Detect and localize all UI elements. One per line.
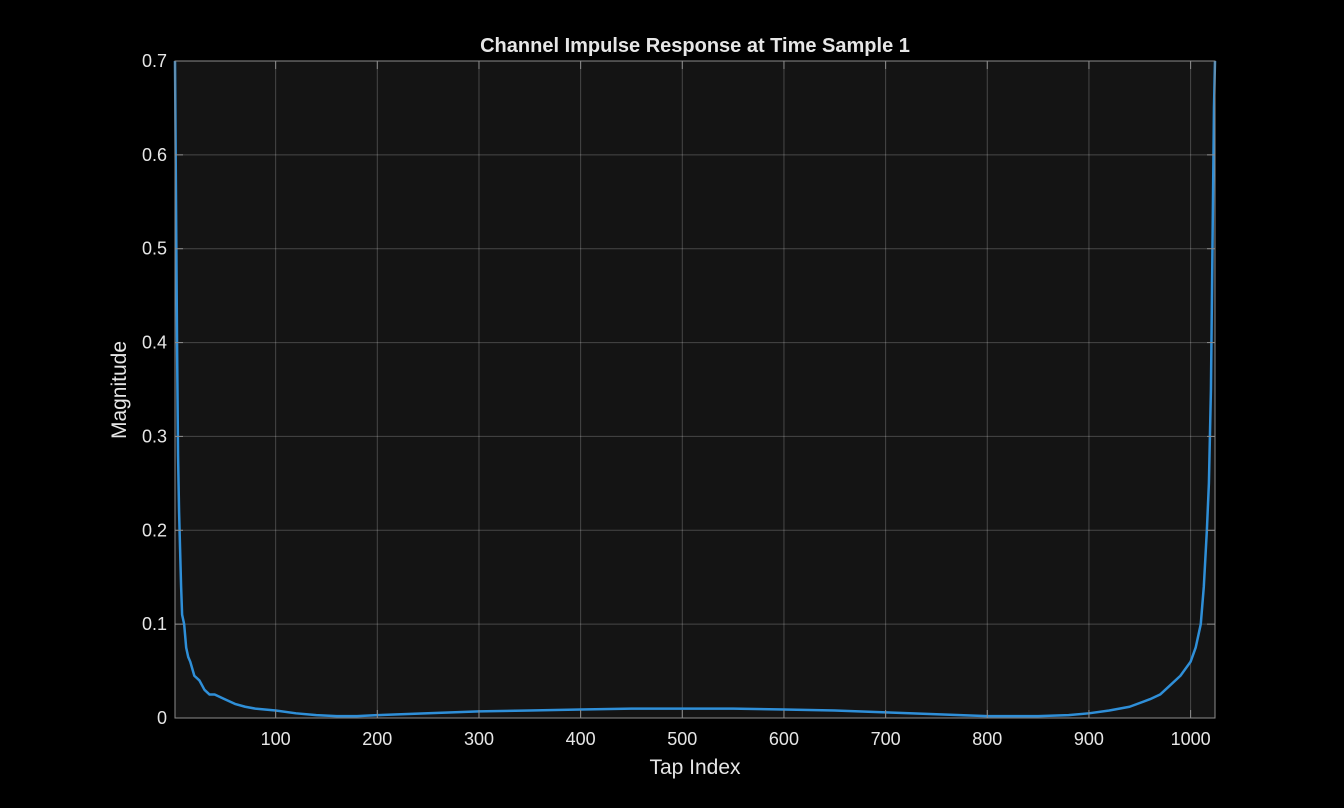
plot-area: [175, 61, 1215, 718]
x-tick-label: 600: [769, 729, 799, 749]
plot-border: [174, 60, 1216, 719]
x-tick-label: 200: [362, 729, 392, 749]
series-layer: [173, 60, 1217, 718]
x-tick-label: 300: [464, 729, 494, 749]
y-tick-label: 0.4: [142, 333, 167, 353]
x-tick-label: 100: [261, 729, 291, 749]
x-tick-label: 700: [871, 729, 901, 749]
y-tick-label: 0.6: [142, 145, 167, 165]
y-tick-label: 0.3: [142, 426, 167, 446]
chart-title: Channel Impulse Response at Time Sample …: [480, 35, 910, 57]
y-tick-label: 0.5: [142, 239, 167, 259]
y-tick-label: 0.7: [142, 51, 167, 71]
series-line: [173, 60, 1217, 718]
x-axis-label: Tap Index: [649, 756, 741, 779]
x-tick-label: 1000: [1171, 729, 1211, 749]
y-tick-label: 0: [157, 708, 167, 728]
x-tick-label: 900: [1074, 729, 1104, 749]
ticks: 100 200 300 400 500 600 700 800 900 1000 0 0.1 0.2 0.…: [142, 51, 1215, 749]
y-tick-label: 0.2: [142, 520, 167, 540]
y-tick-label: 0.1: [142, 614, 167, 634]
x-tick-label: 400: [566, 729, 596, 749]
x-tick-label: 800: [972, 729, 1002, 749]
y-axis-label: Magnitude: [108, 341, 131, 439]
x-tick-label: 500: [667, 729, 697, 749]
